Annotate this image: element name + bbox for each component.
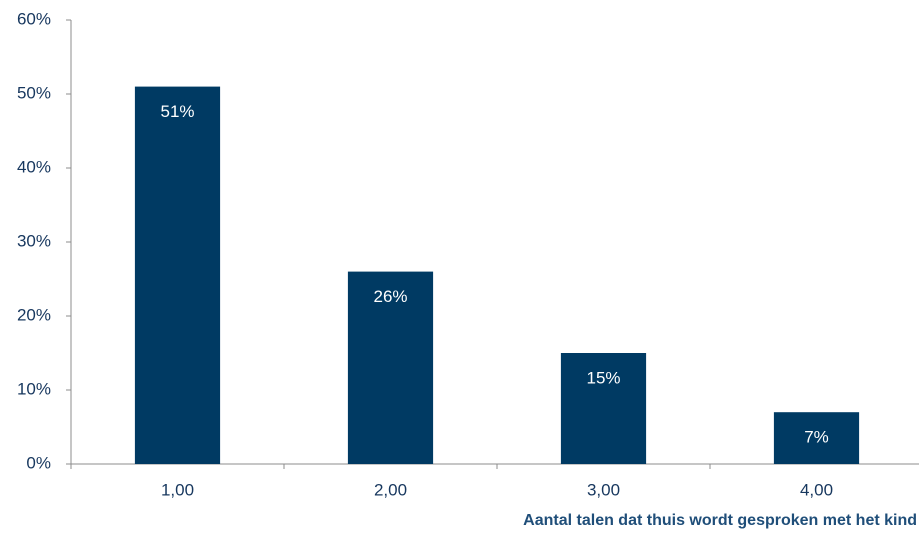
data-label: 26% [373, 287, 407, 306]
y-tick-label: 50% [17, 83, 51, 102]
bar [560, 353, 647, 464]
data-label: 51% [160, 102, 194, 121]
y-tick-label: 30% [17, 231, 51, 250]
x-tick-label: 1,00 [161, 480, 194, 499]
data-label: 7% [804, 428, 829, 447]
bar [773, 412, 860, 464]
y-tick-label: 40% [17, 157, 51, 176]
x-tick-label: 4,00 [800, 480, 833, 499]
x-tick-label: 3,00 [587, 480, 620, 499]
y-tick-label: 20% [17, 305, 51, 324]
data-label: 15% [586, 368, 620, 387]
x-axis-label: Aantal talen dat thuis wordt gesproken m… [523, 512, 917, 529]
x-tick-label: 2,00 [374, 480, 407, 499]
y-tick-label: 0% [26, 453, 51, 472]
y-tick-label: 10% [17, 379, 51, 398]
bar [347, 271, 434, 464]
bar [134, 86, 221, 464]
y-tick-label: 60% [17, 9, 51, 28]
